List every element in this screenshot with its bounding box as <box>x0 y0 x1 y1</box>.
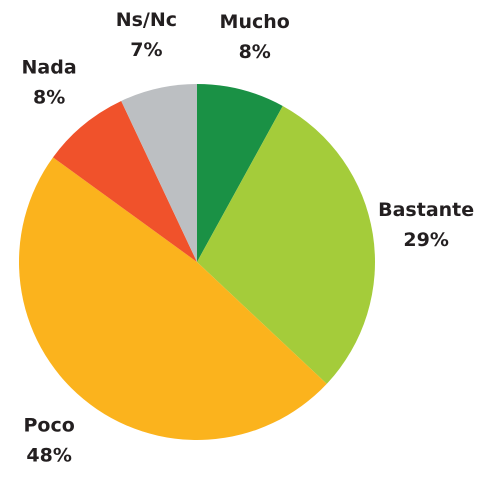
slice-label: Ns/Nc <box>116 9 177 31</box>
pie-slice <box>197 84 283 262</box>
slice-value: 8% <box>33 87 65 109</box>
pie-slice <box>197 106 375 384</box>
slice-label: Nada <box>22 57 77 79</box>
pie-slice <box>19 157 327 440</box>
slice-value: 29% <box>403 229 448 251</box>
slice-label: Bastante <box>378 199 474 221</box>
slice-label: Mucho <box>220 11 290 33</box>
slice-value: 48% <box>26 444 71 466</box>
slice-label: Poco <box>23 414 74 436</box>
slice-value: 7% <box>130 39 162 61</box>
slice-value: 8% <box>239 41 271 63</box>
pie-slice <box>121 84 197 262</box>
pie-slice <box>52 100 197 262</box>
